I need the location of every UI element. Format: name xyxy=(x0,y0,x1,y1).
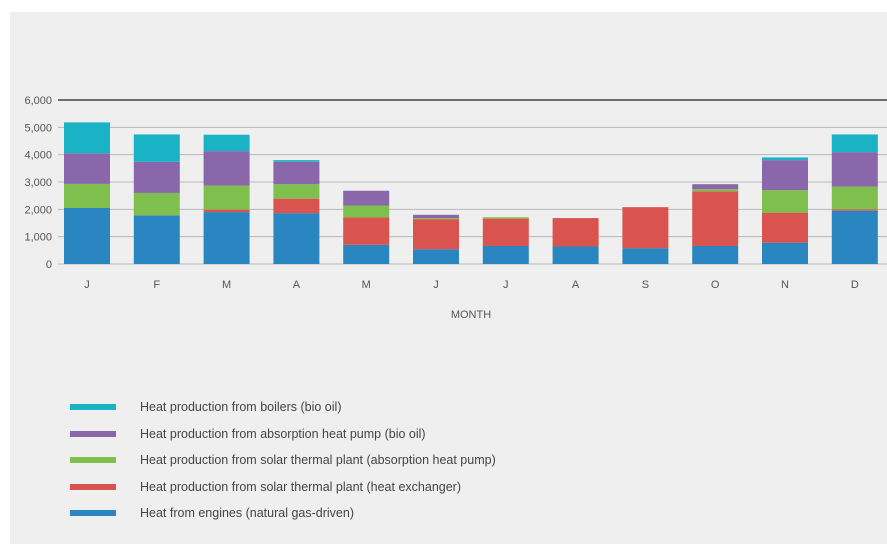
bar-segment xyxy=(273,198,320,214)
x-tick-label: M xyxy=(362,279,371,291)
legend-item: Heat production from absorption heat pum… xyxy=(70,421,496,448)
x-tick-label: A xyxy=(293,279,301,291)
chart-panel: 0 1,000 2,000 3,000 4,000 5,000 6,000 J F M A M J J A… xyxy=(10,12,887,544)
bar-segment xyxy=(762,242,808,264)
legend-label: Heat production from solar thermal plant… xyxy=(140,479,461,494)
x-tick-label: F xyxy=(153,279,160,291)
bar-segment xyxy=(64,183,110,208)
y-tick-label: 6,000 xyxy=(24,95,52,107)
bar-segment xyxy=(831,210,878,264)
x-tick-label: O xyxy=(711,279,720,291)
x-tick-label: N xyxy=(781,279,789,291)
legend-item: Heat production from boilers (bio oil) xyxy=(70,394,496,421)
legend-swatch xyxy=(70,510,116,517)
bar-segment xyxy=(482,245,529,264)
legend-label: Heat production from absorption heat pum… xyxy=(140,426,426,441)
bar-segment xyxy=(273,213,320,264)
bars-group xyxy=(64,122,878,264)
y-tick-label: 4,000 xyxy=(24,150,52,162)
bar-segment xyxy=(133,215,180,264)
bar-segment xyxy=(552,246,599,264)
bar-segment xyxy=(692,184,739,190)
bar-segment xyxy=(762,212,808,243)
bar-segment xyxy=(64,122,110,154)
bar-segment xyxy=(273,161,320,185)
x-tick-label: A xyxy=(572,279,580,291)
bar-segment xyxy=(622,207,669,249)
bar-segment xyxy=(64,207,110,264)
legend-swatch xyxy=(70,404,116,411)
bar-segment xyxy=(133,192,180,216)
bar-segment xyxy=(343,244,390,264)
legend: Heat production from boilers (bio oil) He… xyxy=(70,394,496,527)
bar-segment xyxy=(413,214,459,219)
bar-segment xyxy=(203,212,250,264)
bar-segment xyxy=(762,160,808,191)
legend-item: Heat from engines (natural gas-driven) xyxy=(70,500,496,527)
y-tick-label: 0 xyxy=(46,259,52,271)
legend-swatch xyxy=(70,430,116,437)
bar-segment xyxy=(831,152,878,187)
bar-segment xyxy=(64,153,110,184)
y-tick-label: 3,000 xyxy=(24,177,52,189)
y-tick-label: 5,000 xyxy=(24,122,52,134)
x-tick-label: D xyxy=(851,279,859,291)
bar-segment xyxy=(552,218,599,247)
bar-segment xyxy=(831,186,878,210)
x-tick-label: J xyxy=(433,279,439,291)
bar-segment xyxy=(133,161,180,193)
bar-segment xyxy=(203,151,250,186)
legend-swatch xyxy=(70,457,116,464)
bar-segment xyxy=(831,209,878,211)
bar-segment xyxy=(203,185,250,210)
bar-segment xyxy=(343,217,390,245)
x-tick-label: M xyxy=(222,279,231,291)
bar-segment xyxy=(343,190,390,206)
bar-segment xyxy=(133,134,180,162)
x-tick-label: J xyxy=(503,279,509,291)
x-tick-label: J xyxy=(84,279,90,291)
bar-segment xyxy=(413,219,459,250)
bar-segment xyxy=(482,218,529,246)
bar-segment xyxy=(692,191,739,246)
bar-segment xyxy=(831,134,878,153)
bar-segment xyxy=(413,218,459,220)
bar-segment xyxy=(413,249,459,264)
y-tick-label: 2,000 xyxy=(24,204,52,216)
bar-segment xyxy=(203,209,250,213)
x-tick-label: S xyxy=(642,279,649,291)
legend-label: Heat production from solar thermal plant… xyxy=(140,453,496,468)
legend-label: Heat from engines (natural gas-driven) xyxy=(140,506,354,521)
bar-segment xyxy=(692,245,739,264)
legend-swatch xyxy=(70,483,116,490)
y-tick-label: 1,000 xyxy=(24,232,52,244)
bar-segment xyxy=(622,248,669,264)
x-axis-title: MONTH xyxy=(451,309,491,321)
bar-segment xyxy=(692,189,739,192)
legend-label: Heat production from boilers (bio oil) xyxy=(140,400,342,415)
legend-item: Heat production from solar thermal plant… xyxy=(70,474,496,501)
bar-segment xyxy=(273,184,320,199)
bar-segment xyxy=(273,160,320,162)
legend-item: Heat production from solar thermal plant… xyxy=(70,447,496,474)
bar-segment xyxy=(762,190,808,213)
y-axis-ticks: 0 1,000 2,000 3,000 4,000 5,000 6,000 xyxy=(24,95,52,271)
gridlines xyxy=(58,99,887,265)
bar-segment xyxy=(343,205,390,218)
bar-segment xyxy=(203,134,250,152)
stacked-bar-chart: 0 1,000 2,000 3,000 4,000 5,000 6,000 J F M A M J J A… xyxy=(24,95,887,321)
bar-segment xyxy=(762,157,808,161)
bar-segment xyxy=(482,217,529,219)
